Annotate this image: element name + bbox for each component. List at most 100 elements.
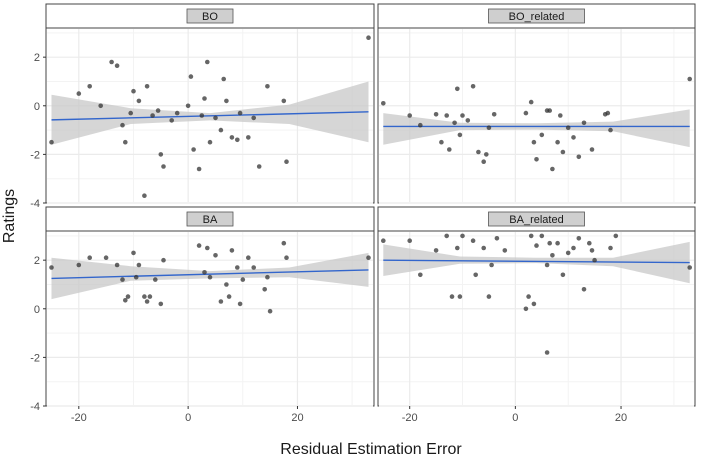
data-point bbox=[455, 86, 460, 92]
data-point bbox=[433, 248, 439, 253]
data-point bbox=[246, 255, 251, 260]
data-point bbox=[188, 74, 194, 79]
data-point bbox=[439, 139, 444, 145]
data-point bbox=[481, 159, 487, 164]
y-tick-label: 2 bbox=[34, 255, 40, 267]
data-point bbox=[613, 233, 619, 239]
data-point bbox=[605, 110, 611, 116]
facet-panel-bo-related: BO_related bbox=[377, 3, 696, 204]
data-point bbox=[161, 164, 166, 169]
data-point bbox=[136, 98, 142, 104]
data-point bbox=[539, 132, 545, 138]
x-axis-title: Residual Estimation Error bbox=[280, 441, 462, 458]
data-point bbox=[229, 135, 235, 140]
panel-frame bbox=[377, 206, 696, 407]
data-point bbox=[262, 287, 268, 292]
data-point bbox=[481, 245, 487, 251]
data-point bbox=[131, 88, 136, 94]
data-point bbox=[455, 245, 460, 251]
data-point bbox=[246, 135, 251, 140]
data-point bbox=[470, 238, 476, 243]
data-point bbox=[433, 112, 439, 117]
data-point bbox=[226, 294, 232, 299]
data-point bbox=[534, 157, 539, 162]
data-point bbox=[213, 115, 218, 121]
data-point bbox=[221, 76, 226, 82]
data-point bbox=[366, 255, 371, 260]
data-point bbox=[123, 298, 128, 303]
data-point bbox=[265, 84, 270, 89]
data-point bbox=[447, 147, 452, 152]
data-point bbox=[465, 118, 471, 123]
y-tick-label: -4 bbox=[30, 401, 40, 413]
strip-label-box bbox=[488, 211, 585, 227]
data-point bbox=[114, 63, 120, 68]
data-point bbox=[125, 294, 131, 299]
strip-label-box bbox=[186, 211, 234, 227]
data-point bbox=[158, 152, 164, 157]
data-point bbox=[589, 147, 595, 152]
strip-label: BA_related bbox=[509, 214, 563, 226]
data-point bbox=[267, 308, 273, 314]
data-point bbox=[284, 255, 289, 260]
data-point bbox=[131, 250, 136, 256]
data-point bbox=[256, 164, 262, 169]
x-tick-label: 0 bbox=[185, 412, 191, 424]
data-point bbox=[76, 262, 82, 268]
data-point bbox=[224, 98, 229, 104]
data-point bbox=[235, 137, 240, 143]
y-axis-title: Ratings bbox=[1, 189, 18, 243]
data-point bbox=[608, 245, 613, 251]
confidence-band bbox=[383, 241, 690, 284]
facet-panel-ba: BA-4-202-20 0 20 bbox=[30, 206, 375, 424]
data-point bbox=[444, 233, 450, 239]
data-point bbox=[161, 257, 166, 263]
data-point bbox=[407, 238, 413, 243]
data-point bbox=[281, 240, 287, 246]
data-point bbox=[494, 236, 500, 241]
data-point bbox=[407, 113, 413, 118]
data-point bbox=[484, 152, 489, 157]
data-point bbox=[120, 122, 125, 128]
y-tick-label: -4 bbox=[30, 198, 40, 210]
facet-panel-bo: BO -4 -2 0 2 bbox=[30, 3, 375, 210]
facet-panel-ba-related: BA_related -20 0 20 bbox=[377, 206, 696, 424]
data-point bbox=[550, 166, 555, 172]
data-point bbox=[528, 99, 534, 105]
data-point bbox=[531, 139, 537, 145]
strip-label-box bbox=[186, 8, 234, 24]
data-point bbox=[114, 262, 120, 268]
data-point bbox=[237, 301, 243, 307]
data-point bbox=[418, 122, 423, 128]
data-point bbox=[218, 299, 224, 304]
x-tick-label: 0 bbox=[512, 412, 518, 424]
data-point bbox=[587, 240, 592, 246]
data-point bbox=[202, 270, 207, 275]
data-point bbox=[128, 110, 133, 116]
data-point bbox=[457, 132, 463, 138]
data-point bbox=[205, 245, 210, 251]
data-point bbox=[491, 112, 497, 117]
data-point bbox=[191, 147, 196, 152]
data-point bbox=[452, 120, 457, 126]
strip-label-box bbox=[488, 8, 585, 24]
data-point bbox=[571, 135, 576, 140]
data-point bbox=[123, 139, 128, 145]
x-tick-label: 20 bbox=[615, 412, 627, 424]
panel-frame bbox=[45, 206, 375, 407]
data-point bbox=[476, 149, 481, 155]
y-tick-label: 0 bbox=[34, 101, 40, 113]
data-point bbox=[565, 250, 571, 256]
data-point bbox=[473, 272, 479, 278]
data-point bbox=[560, 272, 566, 278]
data-point bbox=[265, 274, 270, 280]
data-point bbox=[174, 110, 180, 116]
x-tick-label: -20 bbox=[71, 412, 87, 424]
data-point bbox=[486, 294, 492, 299]
y-tick-label: 2 bbox=[34, 52, 40, 64]
data-point bbox=[284, 159, 289, 164]
data-point bbox=[153, 277, 158, 282]
data-point bbox=[558, 113, 563, 118]
data-point bbox=[218, 127, 224, 133]
